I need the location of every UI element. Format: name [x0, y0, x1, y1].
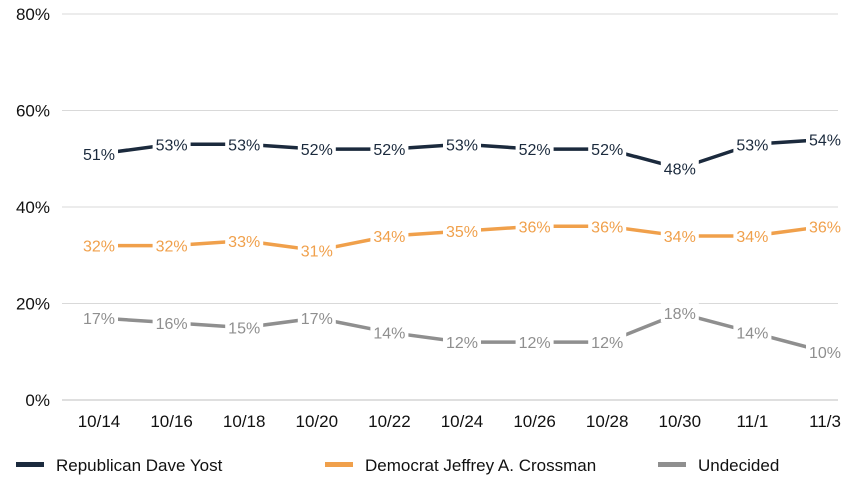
data-label: 34%	[373, 229, 405, 246]
data-label-bg	[588, 332, 627, 352]
data-label: 32%	[83, 239, 115, 256]
data-label: 32%	[156, 239, 188, 256]
data-label: 36%	[809, 219, 841, 236]
data-label: 12%	[519, 335, 551, 352]
data-label: 17%	[83, 311, 115, 328]
y-tick-label: 80%	[16, 5, 50, 24]
data-label-bg	[588, 216, 627, 236]
legend-label: Undecided	[698, 456, 779, 475]
x-tick-label: 11/1	[736, 412, 768, 431]
data-label-bg	[152, 312, 191, 332]
data-label-bg	[80, 307, 118, 327]
data-label-bg	[443, 221, 481, 241]
data-label-bg	[733, 225, 772, 245]
data-label-bg	[515, 216, 554, 236]
data-label-bg	[806, 341, 844, 361]
x-tick-label: 10/20	[296, 412, 339, 431]
x-tick-label: 10/18	[223, 412, 266, 431]
data-label-bg	[515, 139, 554, 159]
legend-label: Democrat Jeffrey A. Crossman	[365, 456, 596, 475]
data-label: 17%	[301, 311, 333, 328]
data-label: 34%	[664, 229, 696, 246]
data-label: 53%	[156, 137, 188, 154]
data-label: 52%	[519, 142, 551, 159]
y-tick-label: 60%	[16, 102, 50, 121]
data-label-bg	[297, 307, 336, 327]
data-label-bg	[370, 322, 409, 342]
x-tick-label: 10/24	[441, 412, 484, 431]
x-tick-label: 10/30	[659, 412, 702, 431]
data-label-bg	[588, 139, 627, 159]
x-tick-label: 10/26	[513, 412, 556, 431]
data-label-bg	[733, 322, 772, 342]
y-axis-ticks: 0% 20% 40% 60% 80%	[16, 5, 50, 410]
data-label: 14%	[736, 325, 768, 342]
data-label-bg	[443, 134, 481, 154]
data-label-bg	[806, 129, 844, 149]
data-label-bg	[733, 134, 772, 154]
data-label-bg	[297, 240, 336, 260]
data-label-bg	[806, 216, 844, 236]
series-lines	[97, 137, 827, 354]
data-label-bg	[370, 225, 409, 245]
data-label: 12%	[591, 335, 623, 352]
data-label: 12%	[446, 335, 478, 352]
gridlines	[62, 13, 838, 401]
legend-swatch	[325, 462, 353, 467]
data-label: 16%	[156, 316, 188, 333]
legend-label: Republican Dave Yost	[56, 456, 223, 475]
data-label-bg	[370, 139, 409, 159]
data-label: 53%	[228, 137, 260, 154]
data-label: 52%	[301, 142, 333, 159]
data-label: 36%	[591, 219, 623, 236]
data-label-bg	[80, 235, 118, 255]
data-label-bg	[152, 235, 191, 255]
data-label: 31%	[301, 243, 333, 260]
data-label-bg	[660, 303, 699, 323]
data-label-bg	[515, 332, 554, 352]
y-tick-label: 20%	[16, 295, 50, 314]
legend-swatch	[658, 462, 686, 467]
x-tick-label: 10/28	[586, 412, 629, 431]
data-label-bg	[297, 139, 336, 159]
data-label: 35%	[446, 224, 478, 241]
y-tick-label: 40%	[16, 198, 50, 217]
data-label-bg	[80, 143, 118, 163]
data-label: 53%	[446, 137, 478, 154]
data-label: 15%	[228, 321, 260, 338]
data-label: 33%	[228, 234, 260, 251]
data-label: 53%	[736, 137, 768, 154]
legend-swatch	[16, 462, 44, 467]
data-label-bg	[660, 225, 699, 245]
data-label: 52%	[591, 142, 623, 159]
data-label-bg	[225, 230, 264, 250]
x-axis-ticks: 10/14 10/16 10/18 10/20 10/22 10/24 10/26 10/28…	[78, 412, 841, 431]
data-label: 18%	[664, 306, 696, 323]
data-label: 54%	[809, 132, 841, 149]
data-label-bg	[225, 317, 264, 337]
data-label-bg	[660, 158, 699, 178]
x-tick-label: 10/16	[150, 412, 193, 431]
data-label-bg	[152, 134, 191, 154]
data-label: 14%	[373, 325, 405, 342]
data-label: 48%	[664, 161, 696, 178]
y-tick-label: 0%	[25, 391, 50, 410]
data-label: 34%	[736, 229, 768, 246]
data-label: 36%	[519, 219, 551, 236]
x-tick-label: 10/14	[78, 412, 121, 431]
data-label: 10%	[809, 345, 841, 362]
x-tick-label: 11/3	[809, 412, 841, 431]
data-label: 51%	[83, 147, 115, 164]
data-label-bg	[443, 332, 481, 352]
data-label-bg	[225, 134, 264, 154]
x-tick-label: 10/22	[368, 412, 411, 431]
data-labels: 51% 53% 53% 52% 52% 53% 52% 52% 48% 53% 54% 32% 32% 3…	[80, 129, 844, 362]
data-label: 52%	[373, 142, 405, 159]
legend: Republican Dave Yost Democrat Jeffrey A. …	[16, 456, 779, 475]
